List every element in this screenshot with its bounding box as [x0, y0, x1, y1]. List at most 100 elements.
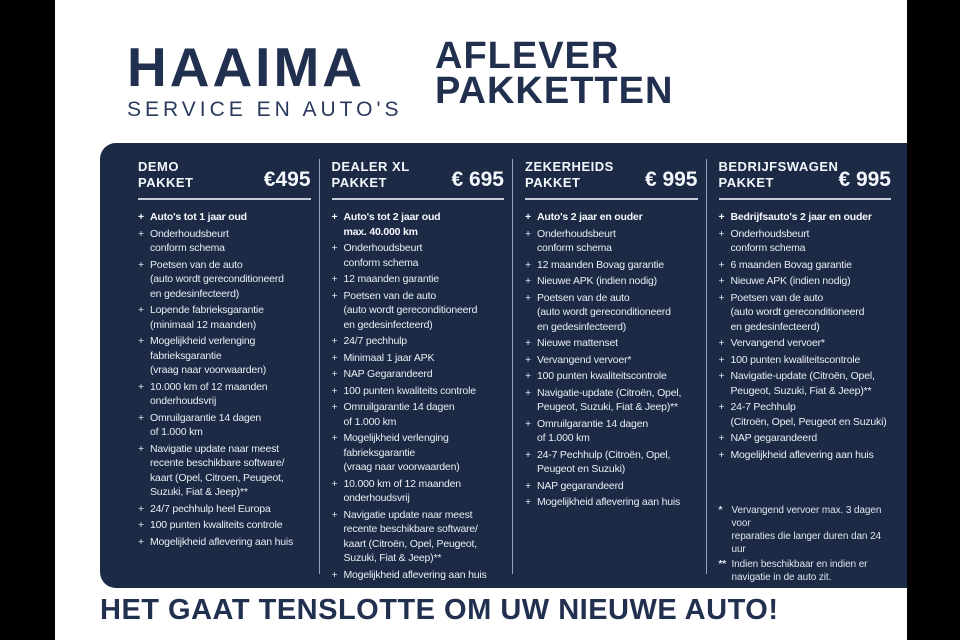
package-item-text: Onderhoudsbeurt conform schema: [150, 227, 229, 255]
package-item-list: + Auto's tot 1 jaar oud + Onderhoudsbeurt c…: [138, 210, 311, 549]
plus-bullet-icon: +: [331, 477, 338, 490]
package-item: +24/7 pechhulp heel Europa: [138, 502, 311, 517]
package-item: + Auto's tot 2 jaar oud max. 40.000 km: [332, 210, 505, 239]
package-header: DEALER XL PAKKET € 695: [332, 159, 505, 190]
plus-bullet-icon: +: [525, 258, 531, 271]
package-item-text: NAP gegarandeerd: [730, 432, 818, 444]
package-item: + Mogelijkheid verlenging fabrieksgaranti…: [138, 334, 311, 378]
package-item: + Navigatie update naar meest recente bes…: [138, 442, 311, 500]
package-item: +24/7 pechhulp: [332, 334, 505, 349]
package-item: +12 maanden garantie: [332, 272, 505, 287]
plus-bullet-icon: +: [331, 384, 338, 397]
package-header-rule: [718, 198, 891, 200]
package-item: + NAP gegarandeerd: [525, 479, 698, 494]
package-item: + Navigatie-update (Citroën, Opel, Peugeo…: [525, 386, 698, 415]
package-item: +100 punten kwaliteitscontrole: [719, 353, 892, 368]
plus-bullet-icon: +: [138, 535, 144, 548]
package-item-text: Omruilgarantie 14 dagen of 1.000 km: [150, 411, 261, 439]
package-item: + Mogelijkheid aflevering aan huis: [719, 448, 892, 463]
plus-bullet-icon: +: [331, 508, 338, 521]
package-item: + Mogelijkheid aflevering aan huis: [332, 568, 505, 583]
package-header: DEMO PAKKET €495: [138, 159, 311, 190]
package-item-text: 100 punten kwaliteits controle: [150, 519, 283, 531]
package-item-list: + Auto's 2 jaar en ouder + Onderhoudsbeurt …: [525, 210, 698, 510]
footnote-text: Indien beschikbaar en indien er navigati…: [731, 559, 868, 583]
package-price: € 695: [451, 168, 504, 191]
package-item: +10.000 km of 12 maanden onderhoudsvrij: [332, 477, 505, 506]
package-item: +10.000 km of 12 maanden onderhoudsvrij: [138, 380, 311, 409]
package-item: + Onderhoudsbeurt conform schema: [525, 227, 698, 256]
package-price: € 995: [644, 168, 698, 191]
footnote: * Vervangend vervoer max. 3 dagen voor re…: [719, 504, 892, 556]
package-item-text: 100 punten kwaliteitscontrole: [730, 353, 861, 366]
plus-bullet-icon: +: [138, 211, 144, 223]
page-title: AFLEVER PAKKETTEN: [435, 35, 674, 112]
package-item: +6 maanden Bovag garantie: [719, 258, 892, 273]
package-name: DEMO PAKKET: [138, 159, 194, 190]
package-item: + Auto's 2 jaar en ouder: [525, 210, 698, 225]
brand-name: HAAIMA: [127, 36, 365, 98]
package-header-rule: [138, 198, 311, 200]
package-item-text: Nieuwe APK (indien nodig): [537, 275, 657, 287]
plus-bullet-icon: +: [331, 289, 338, 302]
package-item: +100 punten kwaliteits controle: [138, 518, 311, 533]
package-item-text: Mogelijkheid verlenging fabrieksgarantie…: [343, 432, 460, 473]
plus-bullet-icon: +: [331, 432, 338, 444]
package-item-text: Vervangend vervoer*: [537, 353, 632, 366]
plus-bullet-icon: +: [331, 401, 338, 413]
package-item: + Navigatie-update (Citroën, Opel, Peugeo…: [719, 369, 892, 398]
plus-bullet-icon: +: [718, 227, 725, 240]
package-item-text: Vervangend vervoer*: [730, 337, 825, 349]
package-item-text: Auto's 2 jaar en ouder: [537, 211, 643, 223]
package-item-text: Bedrijfsauto's 2 jaar en ouder: [730, 211, 872, 223]
plus-bullet-icon: +: [718, 337, 725, 349]
package-column: DEALER XL PAKKET € 695 + Auto's tot 2 jaa…: [318, 159, 513, 581]
package-item: + Navigatie update naar meest recente bes…: [332, 508, 505, 566]
plus-bullet-icon: +: [718, 370, 725, 382]
plus-bullet-icon: +: [331, 273, 338, 285]
package-item: +12 maanden Bovag garantie: [525, 258, 698, 273]
plus-bullet-icon: +: [718, 291, 725, 304]
package-item: + Vervangend vervoer*: [525, 353, 698, 368]
plus-bullet-icon: +: [138, 335, 144, 347]
package-item: + Omruilgarantie 14 dagen of 1.000 km: [332, 400, 505, 429]
package-item-text: 100 punten kwaliteitscontrole: [537, 370, 667, 382]
package-item-text: 24/7 pechhulp heel Europa: [150, 502, 271, 515]
package-item: + Mogelijkheid aflevering aan huis: [138, 535, 311, 550]
package-item: + Vervangend vervoer*: [719, 336, 892, 351]
package-item-text: 24/7 pechhulp: [343, 335, 408, 347]
package-item-text: Nieuwe APK (indien nodig): [730, 275, 851, 287]
package-item: + NAP gegarandeerd: [719, 431, 892, 446]
flyer-page: HAAIMA SERVICE EN AUTO'S AFLEVER PAKKETT…: [55, 0, 907, 640]
left-black-bar: [0, 0, 55, 640]
plus-bullet-icon: +: [138, 380, 144, 393]
package-item-text: Mogelijkheid aflevering aan huis: [343, 568, 487, 581]
footnotes: * Vervangend vervoer max. 3 dagen voor re…: [719, 504, 892, 584]
package-name: BEDRIJFSWAGEN PAKKET: [718, 159, 839, 190]
package-item-text: Navigatie-update (Citroën, Opel, Peugeot…: [730, 370, 875, 397]
plus-bullet-icon: +: [525, 386, 531, 399]
package-column: BEDRIJFSWAGEN PAKKET € 995 + Bedrijfsauto…: [705, 159, 900, 583]
package-item-text: Poetsen van de auto (auto wordt gerecond…: [537, 291, 671, 333]
plus-bullet-icon: +: [331, 242, 338, 254]
package-item-text: Onderhoudsbeurt conform schema: [343, 242, 423, 269]
plus-bullet-icon: +: [138, 442, 144, 455]
package-item-text: Mogelijkheid aflevering aan huis: [730, 448, 874, 461]
plus-bullet-icon: +: [525, 370, 531, 382]
package-item-text: 24-7 Pechhulp (Citroën, Opel, Peugeot en…: [537, 448, 671, 476]
brand-subtitle: SERVICE EN AUTO'S: [127, 98, 403, 121]
package-header: BEDRIJFSWAGEN PAKKET € 995: [719, 159, 892, 190]
plus-bullet-icon: +: [525, 353, 531, 366]
package-price: €495: [263, 168, 311, 191]
plus-bullet-icon: +: [718, 275, 725, 287]
package-item: +100 punten kwaliteitscontrole: [525, 369, 698, 384]
plus-bullet-icon: +: [138, 304, 144, 316]
package-item-text: 10.000 km of 12 maanden onderhoudsvrij: [150, 380, 268, 408]
plus-bullet-icon: +: [331, 211, 338, 223]
package-item: + Poetsen van de auto (auto wordt gerecon…: [719, 291, 892, 335]
package-item: +100 punten kwaliteits controle: [332, 384, 505, 399]
package-header-rule: [331, 198, 504, 200]
plus-bullet-icon: +: [138, 258, 144, 271]
footnote-marker: **: [718, 559, 727, 570]
package-item: + Onderhoudsbeurt conform schema: [332, 241, 505, 270]
